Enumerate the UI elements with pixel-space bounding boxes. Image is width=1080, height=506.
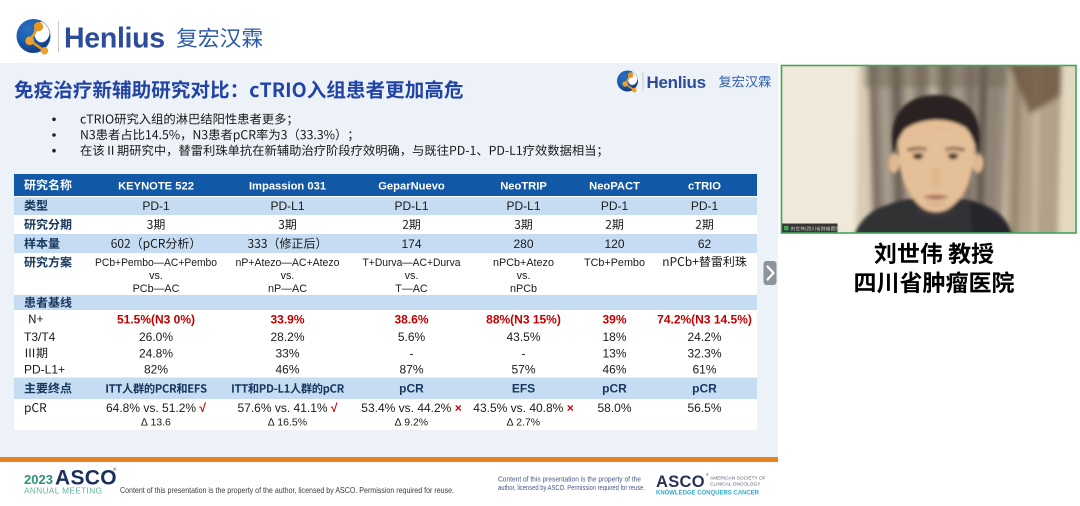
svg-text:pCR: pCR — [692, 382, 717, 396]
svg-text:24.2%: 24.2% — [687, 330, 721, 344]
svg-text:174: 174 — [401, 237, 421, 251]
svg-text:TCb+Pembo: TCb+Pembo — [584, 257, 645, 269]
svg-text:64.8% vs. 51.2% √: 64.8% vs. 51.2% √ — [106, 401, 206, 415]
svg-text:cTRIO: cTRIO — [688, 180, 721, 192]
svg-text:51.5%(N3 0%): 51.5%(N3 0%) — [117, 312, 195, 326]
svg-text:∆ 9.2%: ∆ 9.2% — [395, 417, 428, 429]
svg-text:nP+Atezo—AC+Atezo: nP+Atezo—AC+Atezo — [236, 257, 340, 269]
svg-text:120: 120 — [604, 237, 624, 251]
svg-text:280: 280 — [513, 237, 533, 251]
svg-text:T—AC: T—AC — [395, 283, 428, 295]
svg-text:vs.: vs. — [281, 270, 295, 282]
svg-text:NeoTRIP: NeoTRIP — [500, 180, 547, 192]
svg-text:46%: 46% — [602, 363, 626, 377]
svg-text:KNOWLEDGE CONQUERS CANCER: KNOWLEDGE CONQUERS CANCER — [656, 490, 759, 497]
svg-text:AMERICAN SOCIETY OF: AMERICAN SOCIETY OF — [710, 476, 766, 482]
svg-text:Content of this presentation i: Content of this presentation is the prop… — [120, 486, 454, 495]
svg-text:PCb—AC: PCb—AC — [133, 283, 180, 295]
svg-text:PD-1: PD-1 — [691, 199, 719, 213]
svg-text:PD-L1+: PD-L1+ — [24, 363, 65, 377]
svg-text:61%: 61% — [692, 363, 716, 377]
svg-text:ASCO: ASCO — [656, 473, 705, 491]
svg-text:PD-L1: PD-L1 — [506, 199, 540, 213]
svg-text:26.0%: 26.0% — [139, 330, 173, 344]
svg-text:vs.: vs. — [149, 270, 163, 282]
svg-text:62: 62 — [698, 237, 712, 251]
svg-text:T+Durva—AC+Durva: T+Durva—AC+Durva — [363, 257, 461, 269]
svg-text:24.8%: 24.8% — [139, 346, 173, 360]
svg-text:33%: 33% — [275, 346, 299, 360]
svg-text:57.6% vs. 41.1% √: 57.6% vs. 41.1% √ — [238, 401, 338, 415]
svg-text:13%: 13% — [602, 346, 626, 360]
svg-text:nPCb+Atezo: nPCb+Atezo — [493, 257, 554, 269]
svg-text:∆ 2.7%: ∆ 2.7% — [507, 417, 540, 429]
svg-text:43.5%: 43.5% — [506, 330, 540, 344]
svg-text:Impassion 031: Impassion 031 — [249, 180, 326, 192]
svg-text:PD-L1: PD-L1 — [394, 199, 428, 213]
svg-text:ASCO: ASCO — [55, 467, 117, 490]
svg-text:pCR: pCR — [602, 382, 627, 396]
svg-text:author, licensed by ASCO. Perm: author, licensed by ASCO. Permission req… — [498, 485, 645, 492]
svg-text:KEYNOTE 522: KEYNOTE 522 — [118, 180, 194, 192]
svg-text:T3/T4: T3/T4 — [24, 330, 56, 344]
svg-text:PD-1: PD-1 — [601, 199, 629, 213]
svg-text:Henlius: Henlius — [647, 73, 706, 92]
svg-text:ANNUAL MEETING: ANNUAL MEETING — [24, 486, 102, 496]
svg-text:∆ 13.6: ∆ 13.6 — [141, 417, 171, 429]
svg-text:53.4% vs. 44.2% ×: 53.4% vs. 44.2% × — [361, 401, 461, 415]
svg-text:82%: 82% — [144, 363, 168, 377]
svg-text:-: - — [410, 346, 414, 360]
svg-text:43.5% vs. 40.8% ×: 43.5% vs. 40.8% × — [473, 401, 573, 415]
svg-text:NeoPACT: NeoPACT — [589, 180, 640, 192]
svg-text:EFS: EFS — [512, 382, 535, 396]
svg-text:PCb+Pembo—AC+Pembo: PCb+Pembo—AC+Pembo — [95, 257, 217, 269]
svg-text:nP—AC: nP—AC — [268, 283, 307, 295]
svg-text:18%: 18% — [602, 330, 626, 344]
svg-text:38.6%: 38.6% — [394, 312, 428, 326]
svg-text:46%: 46% — [275, 363, 299, 377]
svg-text:5.6%: 5.6% — [398, 330, 426, 344]
svg-text:vs.: vs. — [517, 270, 531, 282]
svg-text:®: ® — [113, 466, 117, 472]
svg-text:Content of this presentation i: Content of this presentation is the prop… — [498, 477, 641, 484]
svg-text:pCR: pCR — [399, 382, 424, 396]
svg-text:32.3%: 32.3% — [687, 346, 721, 360]
svg-text:33.9%: 33.9% — [270, 312, 304, 326]
svg-text:Henlius: Henlius — [64, 23, 165, 55]
svg-text:58.0%: 58.0% — [597, 401, 631, 415]
svg-text:GeparNuevo: GeparNuevo — [378, 180, 445, 192]
svg-text:PD-L1: PD-L1 — [270, 199, 304, 213]
svg-text:87%: 87% — [399, 363, 423, 377]
svg-text:®: ® — [706, 473, 709, 477]
svg-text:56.5%: 56.5% — [687, 401, 721, 415]
svg-text:CLINICAL ONCOLOGY: CLINICAL ONCOLOGY — [710, 482, 761, 488]
svg-text:74.2%(N3 14.5%): 74.2%(N3 14.5%) — [657, 312, 752, 326]
svg-text:PD-1: PD-1 — [142, 199, 170, 213]
svg-text:88%(N3 15%): 88%(N3 15%) — [486, 312, 561, 326]
svg-text:nPCb: nPCb — [510, 283, 537, 295]
svg-text:-: - — [522, 346, 526, 360]
svg-text:57%: 57% — [511, 363, 535, 377]
svg-text:39%: 39% — [602, 312, 626, 326]
svg-text:∆ 16.5%: ∆ 16.5% — [268, 417, 307, 429]
svg-text:vs.: vs. — [405, 270, 419, 282]
svg-text:28.2%: 28.2% — [270, 330, 304, 344]
svg-text:2023: 2023 — [24, 472, 53, 487]
